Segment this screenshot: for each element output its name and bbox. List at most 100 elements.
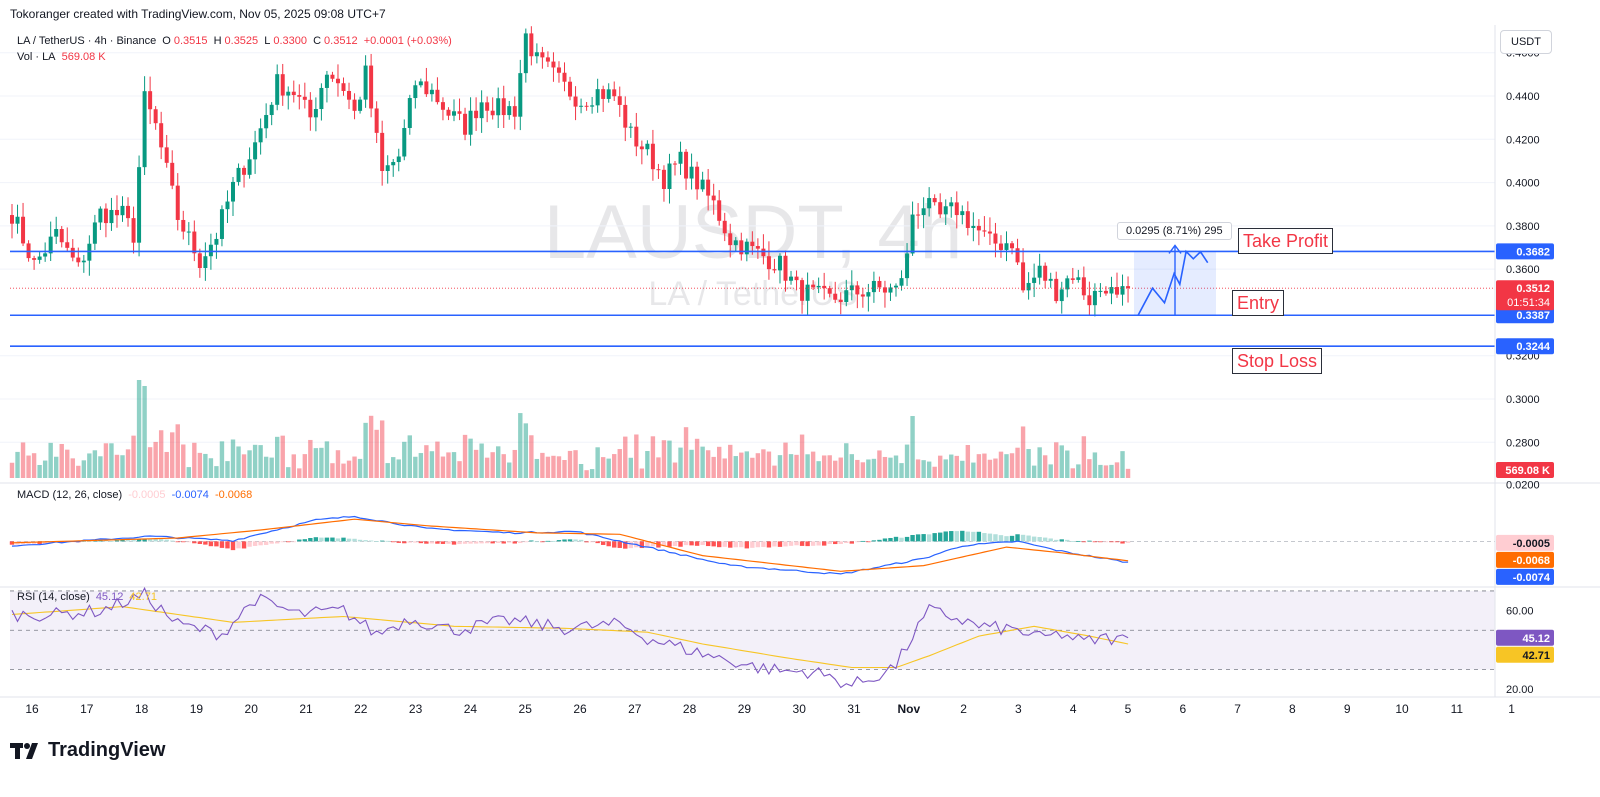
candle-body	[1109, 287, 1114, 294]
macd-hist-bar	[357, 539, 363, 542]
candle-body	[452, 111, 456, 116]
macd-hist-bar	[1059, 539, 1064, 542]
macd-hist-bar	[739, 541, 744, 548]
macd-hist-bar	[435, 541, 440, 544]
time-tick-label: 10	[1395, 702, 1409, 716]
rsi-tick-label: 20.00	[1506, 684, 1534, 696]
currency-button[interactable]: USDT	[1500, 30, 1552, 54]
volume-bar	[407, 435, 412, 478]
candle-body	[739, 240, 744, 255]
volume-label[interactable]: Vol · LA	[17, 51, 56, 63]
macd-hist-bar	[545, 540, 551, 542]
stop-loss-label[interactable]: Stop Loss	[1232, 348, 1323, 374]
candle-body	[579, 105, 584, 107]
macd-hist-bar	[1026, 535, 1031, 542]
projection-path	[1137, 249, 1209, 316]
macd-hist-bar	[805, 541, 810, 547]
macd-hist-bar	[600, 541, 606, 545]
macd-hist-bar	[413, 541, 418, 543]
candle-body	[507, 106, 512, 116]
candle-body	[457, 111, 462, 114]
time-tick-label: 19	[190, 702, 204, 716]
volume-bar	[197, 452, 203, 478]
symbol-legend: LA / TetherUS · 4h · Binance O 0.3515 H 0.…	[17, 35, 455, 47]
macd-hist-bar	[236, 541, 241, 549]
candle-body	[617, 96, 622, 105]
candle-body	[446, 109, 451, 116]
macd-hist-bar	[838, 541, 843, 544]
volume-bar	[341, 463, 346, 478]
volume-bar	[871, 458, 877, 478]
macd-hist-bar	[606, 541, 611, 547]
candle-body	[1087, 295, 1092, 306]
candle-body	[639, 146, 644, 150]
macd-hist-badge	[1496, 534, 1554, 551]
candle-body	[208, 244, 213, 257]
volume-bar	[186, 467, 191, 478]
volume-bar	[440, 456, 446, 478]
price-range-measure[interactable]: 0.0295 (8.71%) 295	[1117, 222, 1232, 240]
candle-body	[369, 65, 374, 109]
macd-hist-bar	[451, 541, 457, 545]
price-tick-label: 0.4200	[1506, 134, 1540, 146]
candle-body	[70, 247, 75, 258]
watermark-name: LA / TetherUS	[648, 275, 857, 313]
candle-body	[148, 91, 153, 110]
volume-bar	[860, 462, 866, 478]
macd-hist-bar	[794, 541, 799, 546]
entry-label[interactable]: Entry	[1232, 290, 1285, 316]
volume-bar	[921, 460, 926, 478]
candle-body	[673, 163, 677, 165]
candle-body	[551, 61, 556, 68]
take-profit-label[interactable]: Take Profit	[1238, 228, 1334, 254]
tradingview-branding[interactable]: TradingView	[10, 739, 165, 762]
volume-bar	[722, 458, 727, 478]
macd-hist-bar	[1009, 535, 1015, 542]
candle-body	[253, 142, 258, 160]
volume-bar	[507, 462, 512, 478]
symbol-line[interactable]: LA / TetherUS · 4h · Binance	[17, 35, 157, 47]
candle-body	[164, 147, 169, 163]
macd-hist-bar	[711, 541, 716, 547]
candle-body	[954, 202, 959, 216]
volume-bar	[1048, 464, 1053, 478]
candle-body	[755, 246, 760, 249]
candle-body	[822, 285, 827, 289]
volume-bar	[965, 445, 971, 478]
candle-body	[568, 81, 573, 97]
candle-body	[661, 169, 666, 190]
candle-body	[689, 166, 694, 179]
candle-body	[203, 256, 208, 269]
macd-hist-bar	[512, 541, 517, 544]
volume-bars	[9, 380, 1131, 478]
candle-body	[1115, 287, 1119, 295]
macd-hist-bar	[899, 537, 904, 542]
time-tick-label: 11	[1451, 702, 1464, 716]
macd-hist-bar	[1109, 541, 1114, 543]
low-value: 0.3300	[273, 35, 308, 47]
volume-bar	[584, 470, 589, 478]
macd-hist-bar	[1087, 540, 1092, 542]
volume-bar	[915, 459, 921, 478]
candle-body	[827, 288, 832, 294]
volume-bar	[623, 436, 628, 478]
candle-body	[1037, 265, 1042, 278]
macd-value: -0.0074	[171, 489, 209, 501]
candle-body	[899, 278, 904, 286]
macd-label[interactable]: MACD (12, 26, close)	[17, 489, 123, 501]
candle-body	[81, 260, 86, 263]
macd-hist-bar	[473, 541, 479, 544]
volume-bar	[136, 380, 142, 478]
volume-bar	[1081, 436, 1087, 478]
candle-body	[1092, 290, 1097, 306]
volume-bar	[650, 436, 656, 478]
projection	[1134, 244, 1216, 316]
volume-bar	[26, 455, 31, 478]
candle-body	[418, 81, 423, 86]
rsi-label[interactable]: RSI (14, close)	[17, 591, 90, 603]
candle-body	[175, 185, 180, 220]
macd-hist-bar	[181, 541, 186, 543]
macd-hist-bar	[1020, 534, 1026, 542]
candle-body	[214, 238, 219, 245]
